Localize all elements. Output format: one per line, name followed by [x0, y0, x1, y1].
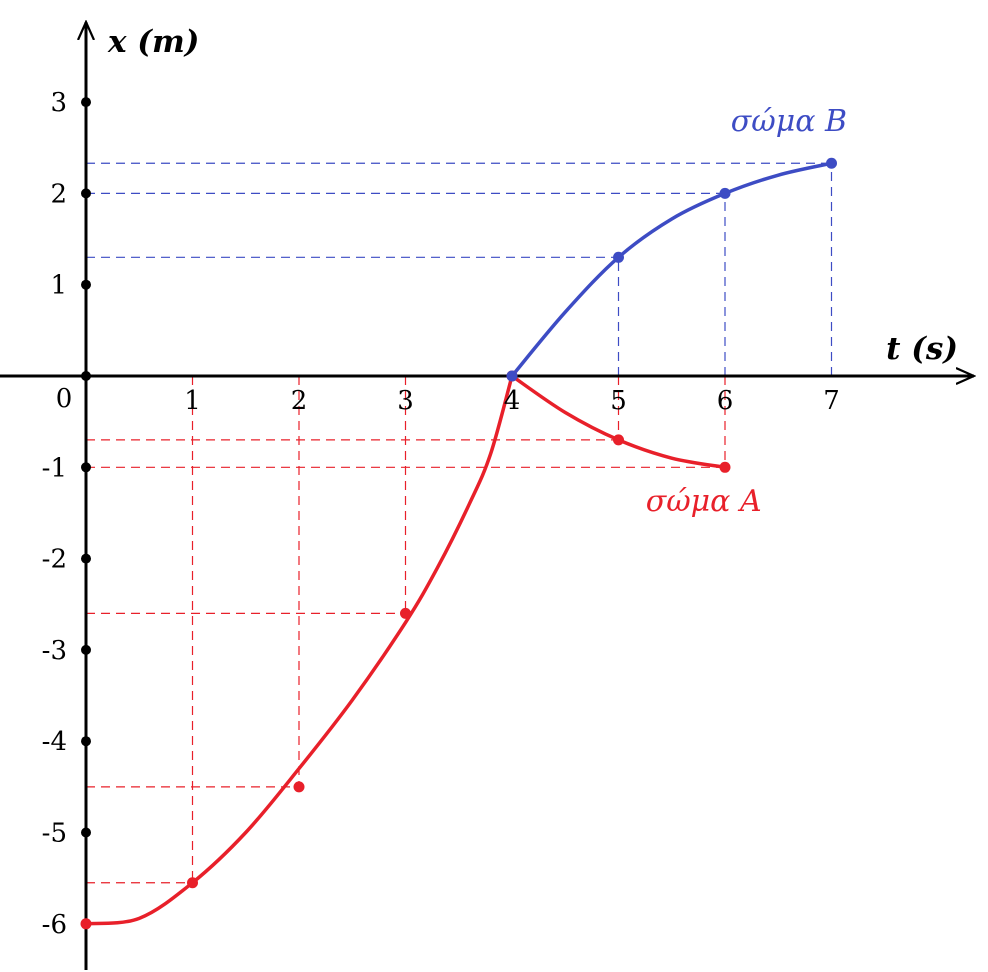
- point-body-a: [80, 918, 92, 930]
- y-tick-dot: [81, 97, 91, 108]
- point-body-b: [826, 157, 837, 169]
- point-body-a: [187, 877, 198, 889]
- y-axis-label: x (m): [107, 24, 199, 60]
- series-curves: [85, 161, 832, 926]
- point-body-a: [613, 434, 624, 446]
- axis-ticks: 3 2 1 -1 -2 -3 -4 -5 -6 1 2 3 4 5 6 7: [42, 88, 840, 940]
- y-tick-dot: [81, 827, 91, 838]
- origin-label: 0: [56, 384, 73, 414]
- y-tick-label: -1: [42, 453, 67, 483]
- x-axis-label: t (s): [886, 331, 958, 367]
- y-tick-label: 2: [50, 179, 67, 209]
- y-tick-label: -4: [42, 727, 67, 757]
- point-body-a: [400, 607, 411, 619]
- point-body-b: [506, 370, 518, 382]
- point-body-b: [613, 251, 624, 263]
- x-tick-label: 6: [717, 386, 734, 416]
- data-points: [80, 157, 837, 930]
- x-tick-label: 4: [504, 386, 521, 416]
- y-tick-dot: [81, 188, 91, 199]
- x-tick-label: 1: [184, 386, 201, 416]
- y-tick-label: -6: [42, 910, 67, 940]
- x-tick-label: 2: [291, 386, 308, 416]
- y-tick-dot: [81, 644, 91, 655]
- point-body-a: [293, 781, 305, 793]
- y-tick-label: -2: [42, 545, 67, 575]
- x-tick-label: 7: [823, 386, 840, 416]
- y-tick-label: -5: [42, 819, 67, 849]
- y-tick-dot: [81, 279, 91, 290]
- point-body-a: [719, 461, 731, 473]
- point-body-b: [719, 187, 731, 199]
- y-tick-dot-0: [81, 371, 91, 381]
- y-tick-label: 1: [50, 271, 67, 301]
- series-line-body-b: [510, 161, 832, 378]
- series-line-body-a-rise: [85, 375, 514, 926]
- dashed-guide-lines: [86, 162, 833, 884]
- x-tick-label: 3: [397, 386, 414, 416]
- series-label-body-a: σώμα A: [646, 484, 762, 519]
- series-label-body-b: σώμα B: [731, 104, 847, 139]
- y-tick-dot: [81, 553, 91, 564]
- x-tick-label: 5: [610, 386, 627, 416]
- y-tick-dot: [81, 462, 91, 473]
- y-tick-label: -3: [42, 636, 67, 666]
- y-tick-label: 3: [50, 88, 67, 118]
- y-tick-dot: [81, 736, 91, 747]
